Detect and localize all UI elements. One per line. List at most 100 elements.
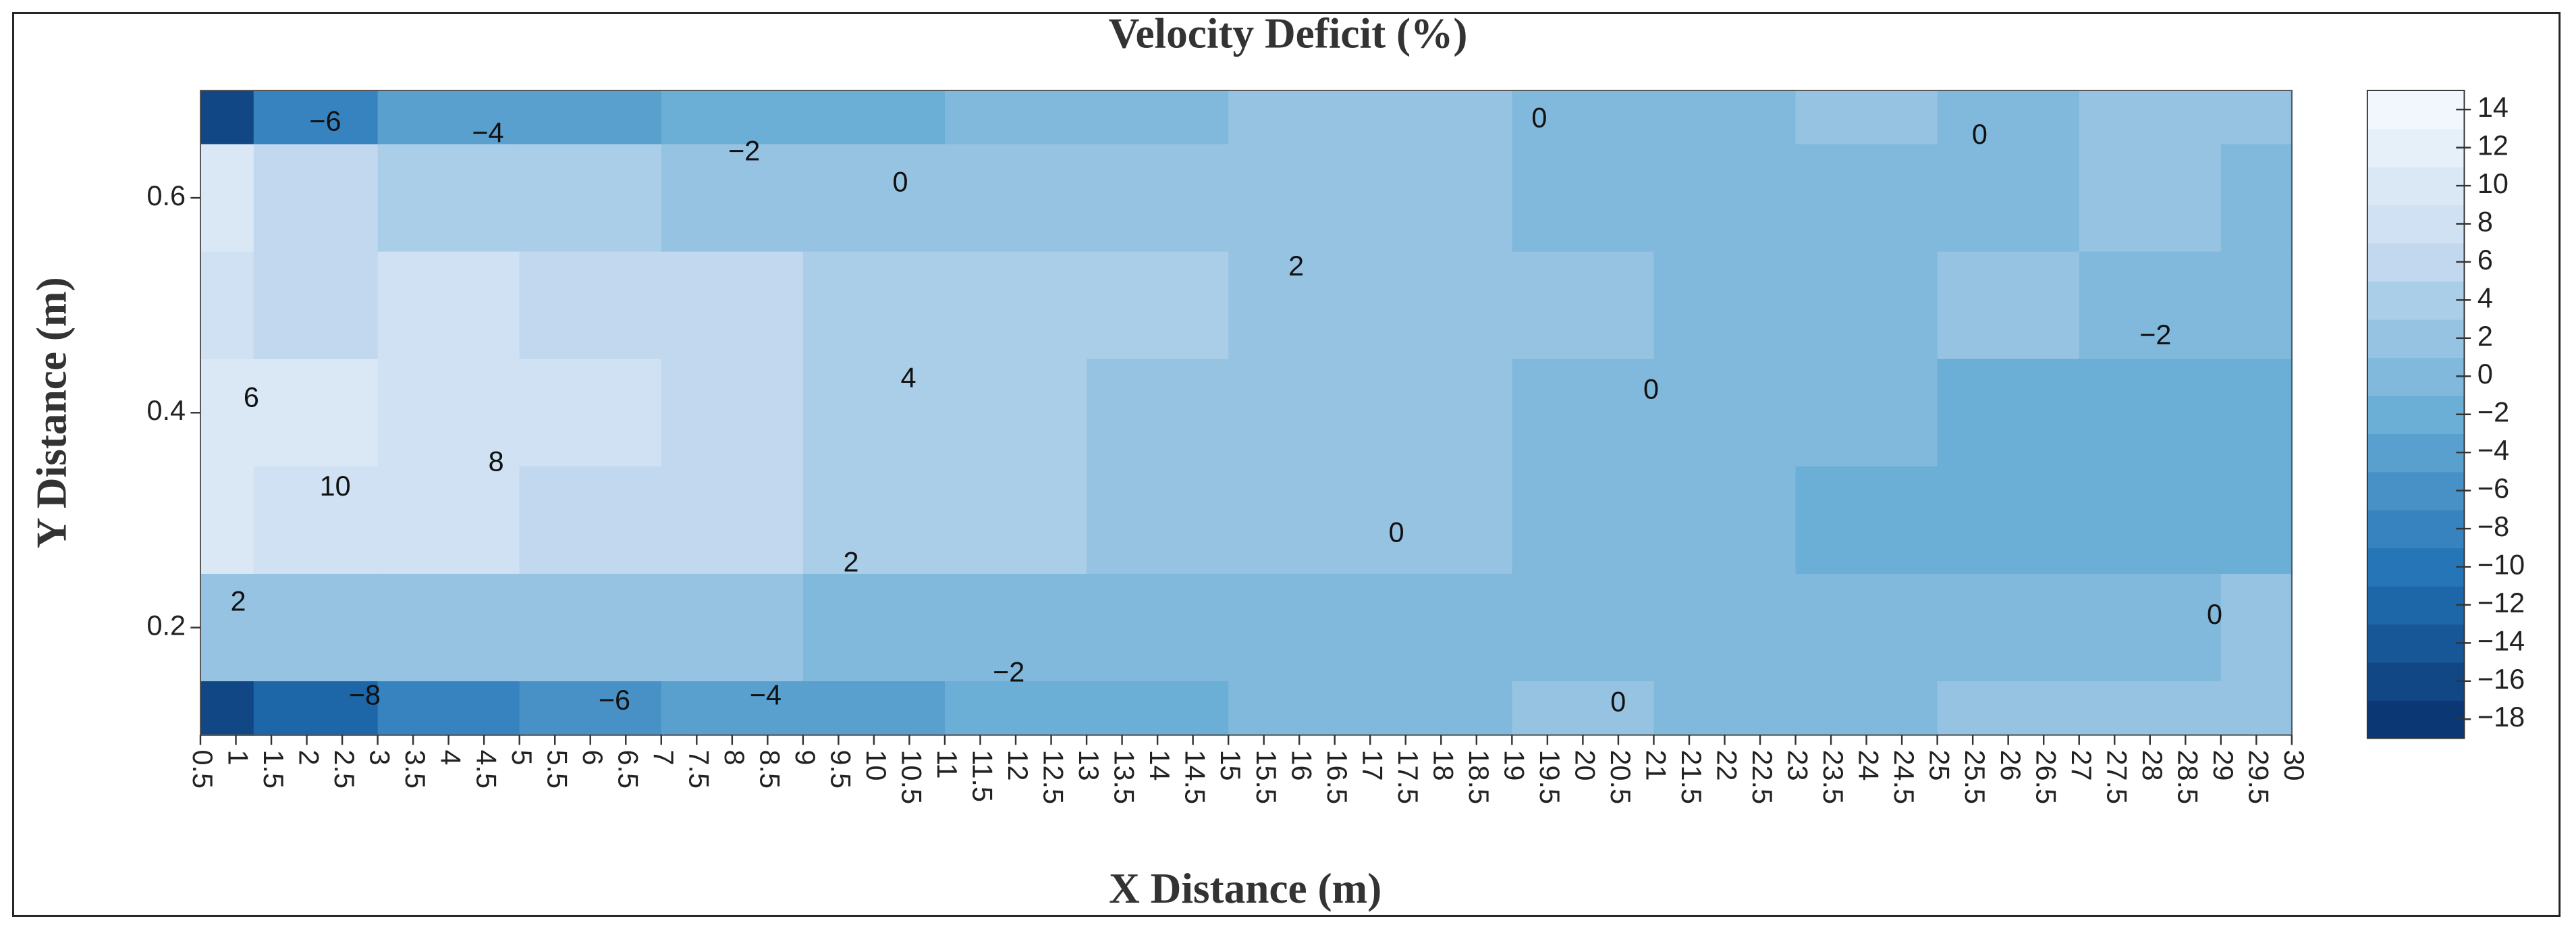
x-tick-label: 20.5 [1605,750,1636,805]
x-tick-label: 25.5 [1959,750,1990,805]
x-tick-label: 1.5 [258,750,289,789]
frame [12,12,2561,917]
y-axis-label: Y Distance (m) [28,277,75,548]
contour-cell [1228,144,1371,253]
x-tick-label: 4 [435,750,466,766]
colorbar-tick-label: 12 [2477,130,2509,161]
contour-cell [200,251,254,360]
contour-cell [944,359,1088,468]
contour-cell [661,359,804,468]
contour-cell [253,144,379,253]
colorbar-band [2367,205,2465,244]
contour-cell [2220,90,2293,145]
contour-cell [519,251,663,360]
x-tick-label: 21.5 [1676,750,1707,805]
x-tick-label: 2.5 [329,750,360,789]
contour-cell [802,144,946,253]
x-tick-label: 0.5 [187,750,218,789]
x-tick-label: 6 [577,750,608,766]
contour-cell [519,90,663,145]
contour-cell [1370,90,1513,145]
x-tick-label: 9 [790,750,821,766]
x-tick-label: 10 [860,750,892,781]
contour-cell [253,573,379,683]
contour-cell [1370,251,1513,360]
x-tick-label: 11 [931,750,962,779]
colorbar-band [2367,128,2465,167]
contour-cell [2079,359,2222,468]
contour-cell [2079,251,2222,360]
colorbar-tick-label: 6 [2477,244,2493,275]
colorbar-tick-label: 8 [2477,206,2493,237]
contour-cell [1653,681,1797,736]
contour-cell [802,251,946,360]
contour-cell [519,466,663,575]
contour-cell [1087,573,1230,683]
contour-cell [1795,144,1938,253]
contour-cell [1653,573,1797,683]
colorbar-band [2367,624,2465,663]
colorbar-tick-label: 10 [2477,168,2509,199]
contour-cell [1512,144,1655,253]
x-tick-label: 26 [1995,750,2026,781]
colorbar-tick-label: 0 [2477,359,2493,390]
contour-label: 10 [320,471,351,502]
x-tick-label: 27.5 [2101,750,2132,805]
colorbar-tick-label: 14 [2477,92,2509,123]
contour-label: 6 [244,382,259,413]
contour-cell [1937,573,2080,683]
contour-cell [1795,466,1938,575]
contour-cell [1795,359,1938,468]
x-tick-label: 17 [1356,750,1388,781]
x-tick-label: 30 [2278,750,2309,781]
contour-cell [1653,251,1797,360]
x-tick-label: 7.5 [683,750,714,789]
x-tick-label: 29 [2208,750,2239,781]
contour-cell [661,144,804,253]
x-tick-label: 21 [1641,750,1672,781]
x-tick-label: 28.5 [2172,750,2203,805]
contour-cell [2079,466,2222,575]
contour-cell [1512,681,1655,736]
contour-label: 0 [1389,516,1404,548]
contour-cell [377,466,520,575]
contour-cell [519,359,663,468]
contour-cell [1653,359,1797,468]
contour-cell [1937,466,2080,575]
contour-cell [200,466,254,575]
contour-cell [944,466,1088,575]
contour-label: 0 [1643,374,1659,405]
contour-cell [1653,90,1797,145]
colorbar-band [2367,700,2465,739]
x-tick-label: 6.5 [612,750,643,789]
contour-cell [1087,681,1230,736]
contour-cell [2079,90,2222,145]
contour-label: −6 [309,106,341,137]
contour-cell [1370,144,1513,253]
x-tick-label: 5 [506,750,537,766]
contour-cell [1795,681,1938,736]
colorbar-band [2367,90,2465,130]
contour-cell [802,573,946,683]
x-tick-label: 8.5 [754,750,785,789]
contour-label: 0 [1610,686,1626,717]
contour-cell [377,359,520,468]
contour-cell [661,466,804,575]
contour-cell [377,573,520,683]
x-tick-label: 18.5 [1463,750,1494,805]
contour-cell [200,681,254,736]
contour-cell [1653,466,1797,575]
x-tick-label: 24.5 [1888,750,1919,805]
x-tick-label: 23.5 [1817,750,1848,805]
colorbar-band [2367,662,2465,701]
x-tick-label: 18 [1427,750,1458,781]
contour-cell [1228,573,1371,683]
x-tick-label: 29.5 [2243,750,2274,805]
contour-cell [1512,90,1655,145]
x-tick-label: 16 [1286,750,1317,781]
contour-cell [1370,466,1513,575]
x-tick-label: 19.5 [1534,750,1565,805]
colorbar-band [2367,319,2465,359]
x-tick-label: 28 [2137,750,2168,781]
